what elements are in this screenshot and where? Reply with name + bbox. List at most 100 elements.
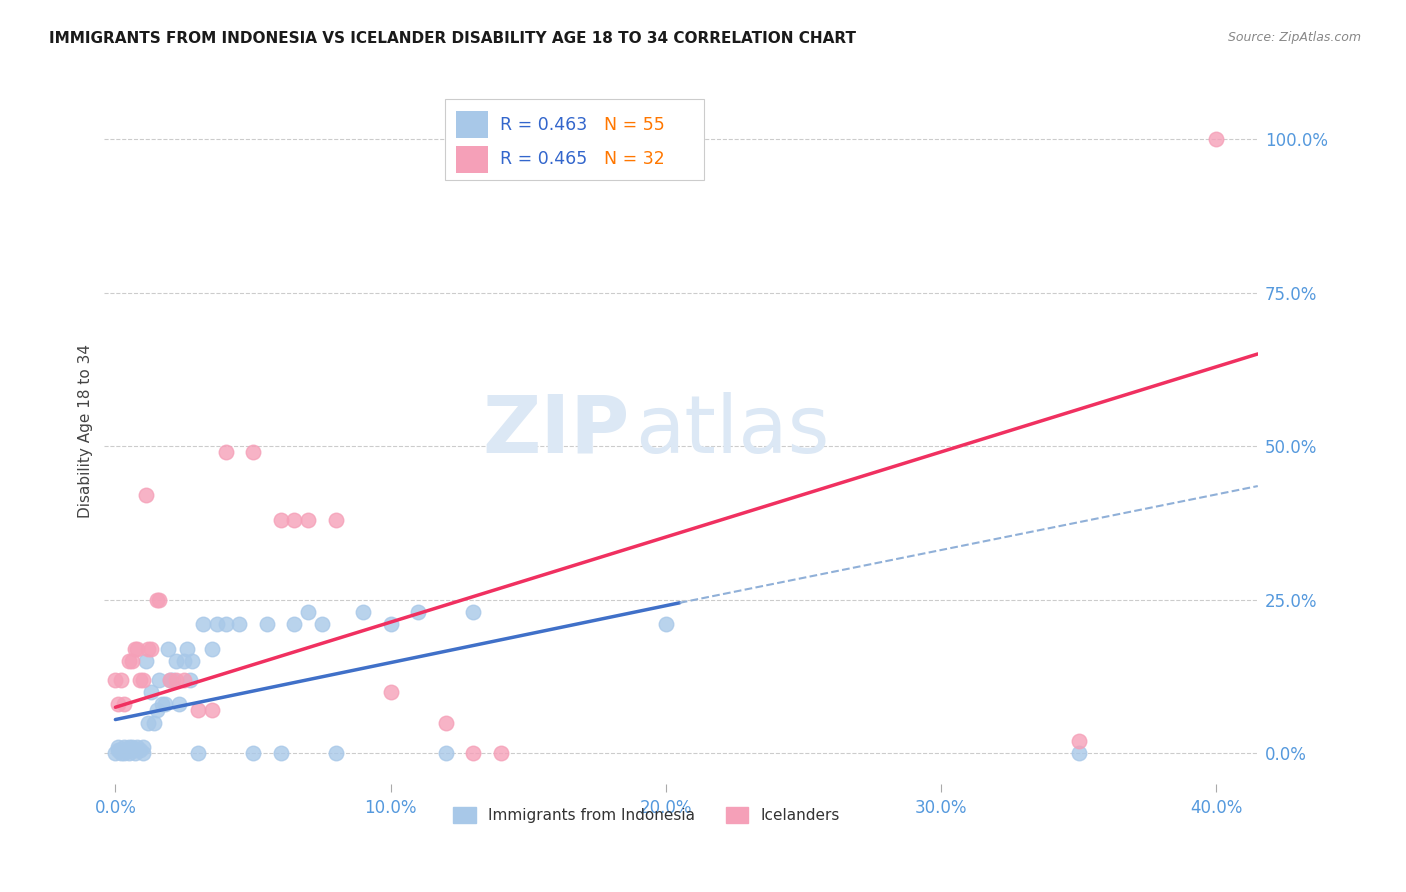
Text: R = 0.463: R = 0.463 — [501, 116, 588, 134]
Point — [165, 654, 187, 668]
Point — [148, 673, 170, 687]
Point — [242, 445, 264, 459]
Point — [104, 673, 127, 687]
Text: IMMIGRANTS FROM INDONESIA VS ICELANDER DISABILITY AGE 18 TO 34 CORRELATION CHART: IMMIGRANTS FROM INDONESIA VS ICELANDER D… — [49, 31, 856, 46]
Point — [283, 513, 305, 527]
Point — [124, 743, 146, 757]
Legend: Immigrants from Indonesia, Icelanders: Immigrants from Indonesia, Icelanders — [447, 801, 846, 830]
Point — [129, 673, 152, 687]
Point — [187, 703, 209, 717]
Point — [145, 703, 167, 717]
Point — [181, 654, 204, 668]
Point — [380, 617, 402, 632]
Point — [283, 617, 305, 632]
Point — [489, 747, 512, 761]
Point — [135, 654, 157, 668]
Point — [110, 673, 132, 687]
Point — [129, 743, 152, 757]
Point — [214, 617, 236, 632]
Point — [112, 697, 135, 711]
Point — [1067, 734, 1090, 748]
Point — [124, 641, 146, 656]
Point — [118, 747, 141, 761]
Point — [655, 617, 678, 632]
Point — [434, 747, 457, 761]
Point — [148, 592, 170, 607]
Point — [127, 641, 149, 656]
Point — [150, 697, 173, 711]
Point — [138, 641, 160, 656]
Point — [121, 654, 143, 668]
Point — [325, 747, 347, 761]
Point — [159, 673, 181, 687]
Point — [165, 673, 187, 687]
Text: N = 55: N = 55 — [603, 116, 665, 134]
Point — [127, 740, 149, 755]
Point — [107, 740, 129, 755]
Point — [380, 685, 402, 699]
FancyBboxPatch shape — [456, 146, 488, 173]
Text: R = 0.465: R = 0.465 — [501, 151, 588, 169]
Point — [110, 743, 132, 757]
Point — [110, 747, 132, 761]
Point — [228, 617, 250, 632]
Point — [132, 673, 155, 687]
Point — [145, 592, 167, 607]
Point — [173, 654, 195, 668]
Point — [162, 673, 184, 687]
Point — [193, 617, 215, 632]
Point — [135, 488, 157, 502]
Point — [1067, 747, 1090, 761]
Point — [159, 673, 181, 687]
Point — [270, 747, 292, 761]
Point — [121, 740, 143, 755]
Point — [179, 673, 201, 687]
Point — [187, 747, 209, 761]
FancyBboxPatch shape — [444, 99, 704, 180]
Y-axis label: Disability Age 18 to 34: Disability Age 18 to 34 — [79, 343, 93, 517]
Point — [297, 605, 319, 619]
Point — [270, 513, 292, 527]
Point — [107, 697, 129, 711]
Point — [256, 617, 278, 632]
Point — [242, 747, 264, 761]
Point — [132, 747, 155, 761]
Point — [463, 747, 485, 761]
Point — [1205, 132, 1227, 146]
Point — [141, 685, 163, 699]
Point — [107, 743, 129, 757]
Point — [104, 747, 127, 761]
Point — [297, 513, 319, 527]
Point — [141, 641, 163, 656]
Point — [167, 697, 190, 711]
Point — [463, 605, 485, 619]
Point — [121, 743, 143, 757]
FancyBboxPatch shape — [456, 112, 488, 138]
Point — [118, 740, 141, 755]
Point — [214, 445, 236, 459]
Point — [138, 715, 160, 730]
Text: N = 32: N = 32 — [603, 151, 665, 169]
Point — [311, 617, 333, 632]
Point — [115, 743, 138, 757]
Point — [118, 654, 141, 668]
Text: ZIP: ZIP — [482, 392, 628, 470]
Text: atlas: atlas — [636, 392, 830, 470]
Point — [406, 605, 429, 619]
Point — [201, 703, 224, 717]
Point — [112, 740, 135, 755]
Point — [176, 641, 198, 656]
Point — [325, 513, 347, 527]
Point — [132, 740, 155, 755]
Point — [124, 747, 146, 761]
Point — [201, 641, 224, 656]
Point — [173, 673, 195, 687]
Point — [434, 715, 457, 730]
Point — [153, 697, 176, 711]
Point — [156, 641, 179, 656]
Point — [142, 715, 165, 730]
Point — [207, 617, 229, 632]
Point — [352, 605, 374, 619]
Text: Source: ZipAtlas.com: Source: ZipAtlas.com — [1227, 31, 1361, 45]
Point — [112, 747, 135, 761]
